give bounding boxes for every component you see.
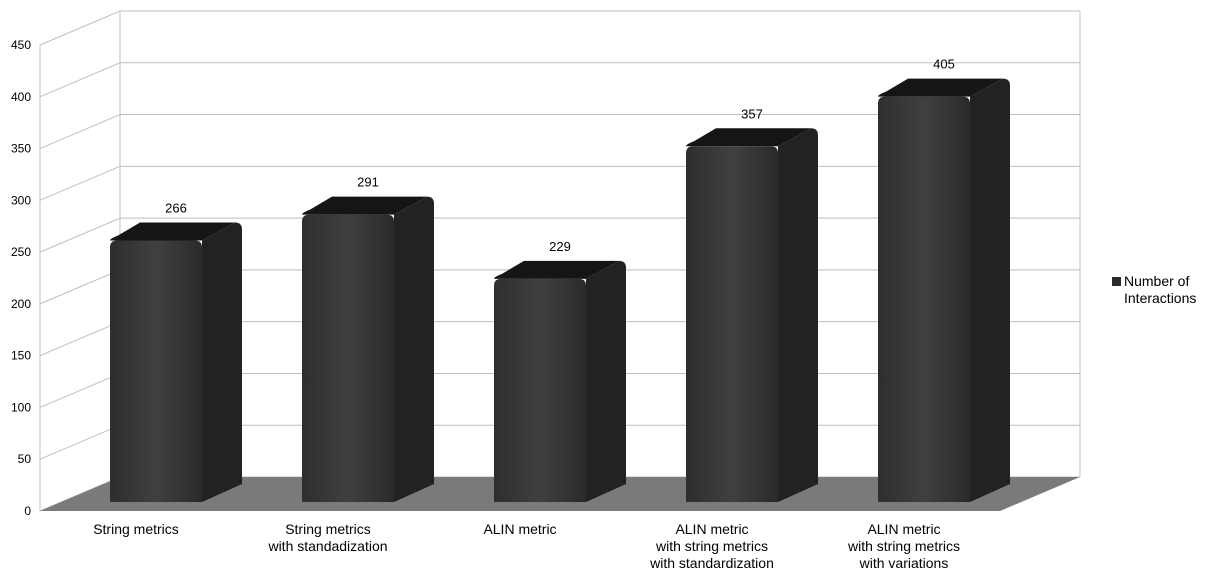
bar-front xyxy=(302,214,394,503)
bar-top xyxy=(878,78,1003,97)
bar-top xyxy=(494,260,619,279)
y-tick-label: 200 xyxy=(11,297,31,311)
x-axis-categories: String metrics String metrics with standad… xyxy=(93,521,960,571)
y-axis-ticks: 0 50 100 150 200 250 300 350 400 450 xyxy=(11,38,31,518)
bar xyxy=(110,222,242,502)
bar-side xyxy=(394,196,434,503)
gridline xyxy=(39,10,1080,46)
y-tick-label: 50 xyxy=(18,452,32,466)
bar-top xyxy=(686,128,811,147)
category-label: ALIN metric xyxy=(483,521,556,537)
y-tick-label: 0 xyxy=(24,504,31,518)
y-tick-label: 250 xyxy=(11,245,31,259)
category-label: ALIN metric with string metrics with varia… xyxy=(847,521,960,571)
bar-front xyxy=(878,96,970,502)
legend-label: Number of Interactions xyxy=(1124,273,1197,306)
y-tick-label: 450 xyxy=(11,38,31,52)
category-label: String metrics xyxy=(93,521,179,537)
bars xyxy=(110,78,1010,503)
data-label: 266 xyxy=(165,201,187,216)
bar-front xyxy=(494,278,586,502)
y-tick-label: 150 xyxy=(11,349,31,363)
bar xyxy=(494,260,626,502)
bar-side xyxy=(586,260,626,502)
bar xyxy=(302,196,434,503)
y-tick-label: 400 xyxy=(11,90,31,104)
category-label: ALIN metric with string metrics with stand… xyxy=(649,521,774,571)
bar xyxy=(878,78,1010,502)
bar-top xyxy=(110,222,235,241)
y-tick-label: 100 xyxy=(11,400,31,414)
category-label: String metrics with standadization xyxy=(267,521,387,554)
data-label: 405 xyxy=(933,57,955,72)
bar xyxy=(686,128,818,502)
data-labels: 266 291 229 357 405 xyxy=(165,57,955,254)
y-tick-label: 300 xyxy=(11,193,31,207)
data-label: 357 xyxy=(741,106,763,121)
legend: Number of Interactions xyxy=(1112,273,1214,307)
bar-front xyxy=(686,146,778,502)
bar-top xyxy=(302,196,427,215)
data-label: 291 xyxy=(357,175,379,190)
bar-side xyxy=(778,128,818,502)
data-label: 229 xyxy=(549,239,571,254)
legend-swatch xyxy=(1112,277,1121,286)
bar-side xyxy=(970,78,1010,502)
bar-side xyxy=(202,222,242,502)
bar-front xyxy=(110,240,202,502)
y-tick-label: 350 xyxy=(11,142,31,156)
